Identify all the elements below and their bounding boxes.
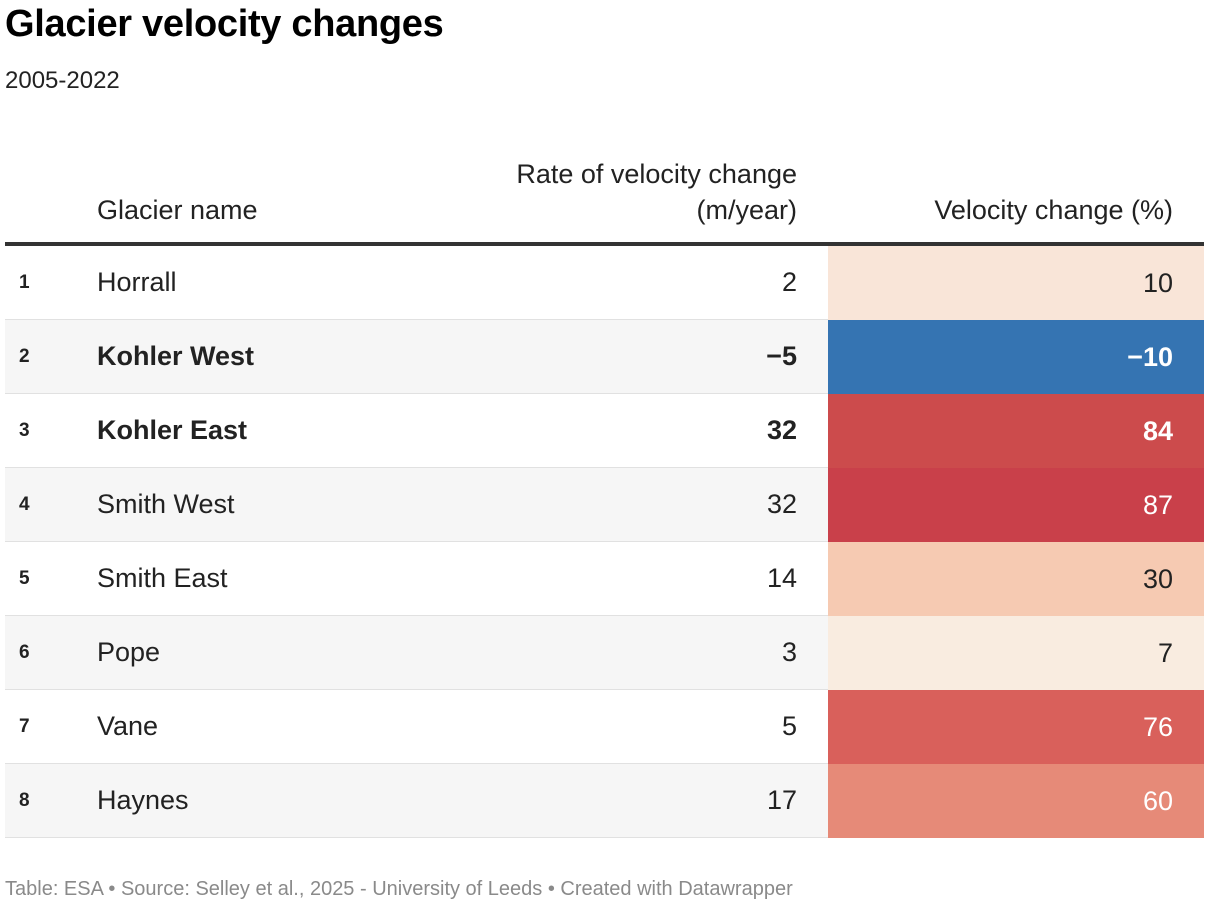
table-row: 6 Pope 3 7 (5, 616, 1204, 690)
table-row: 8 Haynes 17 60 (5, 764, 1204, 838)
rate-cell: 3 (781, 637, 797, 667)
glacier-name-cell: Haynes (97, 785, 189, 815)
velocity-change-cell: −10 (828, 320, 1204, 394)
rank-cell: 8 (19, 789, 30, 811)
chart-subtitle: 2005-2022 (5, 67, 120, 94)
table-row: 7 Vane 5 76 (5, 690, 1204, 764)
table-body: 1 Horrall 2 10 2 Kohler West −5 −10 3 Kohler East… (5, 246, 1204, 838)
rate-cell: 5 (781, 711, 797, 741)
rank-cell: 6 (19, 641, 30, 663)
glacier-name-cell: Vane (97, 711, 159, 741)
table-row: 3 Kohler East 32 84 (5, 394, 1204, 468)
glacier-name-cell: Smith West (97, 489, 235, 519)
rate-cell: 2 (781, 267, 797, 297)
rate-cell: 14 (766, 563, 797, 593)
rate-cell: 17 (766, 785, 797, 815)
rank-cell: 1 (19, 271, 30, 293)
velocity-change-cell: 7 (828, 616, 1204, 690)
column-header-velocity-change[interactable]: Velocity change (%) (934, 195, 1173, 225)
glacier-name-cell: Pope (97, 637, 161, 667)
chart-title: Glacier velocity changes (5, 3, 444, 45)
table-row: 5 Smith East 14 30 (5, 542, 1204, 616)
glacier-name-cell: Kohler West (97, 341, 255, 371)
column-header-rate-line1: Rate of velocity change (516, 159, 797, 189)
rate-cell: 32 (766, 415, 797, 445)
velocity-change-cell: 87 (828, 468, 1204, 542)
table-row: 2 Kohler West −5 −10 (5, 320, 1204, 394)
rank-cell: 7 (19, 715, 30, 737)
glacier-name-cell: Smith East (97, 563, 228, 593)
rate-cell: 32 (766, 489, 797, 519)
column-header-rate-line2: (m/year) (696, 195, 798, 225)
glacier-name-cell: Kohler East (97, 415, 248, 445)
table-row: 1 Horrall 2 10 (5, 246, 1204, 320)
velocity-change-cell: 60 (828, 764, 1204, 838)
rank-cell: 5 (19, 567, 30, 589)
column-header-rate[interactable]: Rate of velocity change (m/year) (516, 156, 797, 228)
column-header-glacier-name[interactable]: Glacier name (97, 195, 258, 225)
glacier-name-cell: Horrall (97, 267, 177, 297)
source-footer: Table: ESA • Source: Selley et al., 2025… (5, 878, 793, 900)
velocity-change-cell: 30 (828, 542, 1204, 616)
rank-cell: 4 (19, 493, 30, 515)
table-header: Glacier name Rate of velocity change (m/… (5, 140, 1204, 246)
table-row: 4 Smith West 32 87 (5, 468, 1204, 542)
velocity-change-cell: 84 (828, 394, 1204, 468)
rank-cell: 3 (19, 419, 30, 441)
rank-cell: 2 (19, 345, 30, 367)
rate-cell: −5 (766, 341, 797, 371)
velocity-change-cell: 10 (828, 246, 1204, 320)
glacier-table: Glacier name Rate of velocity change (m/… (5, 140, 1204, 838)
velocity-change-cell: 76 (828, 690, 1204, 764)
